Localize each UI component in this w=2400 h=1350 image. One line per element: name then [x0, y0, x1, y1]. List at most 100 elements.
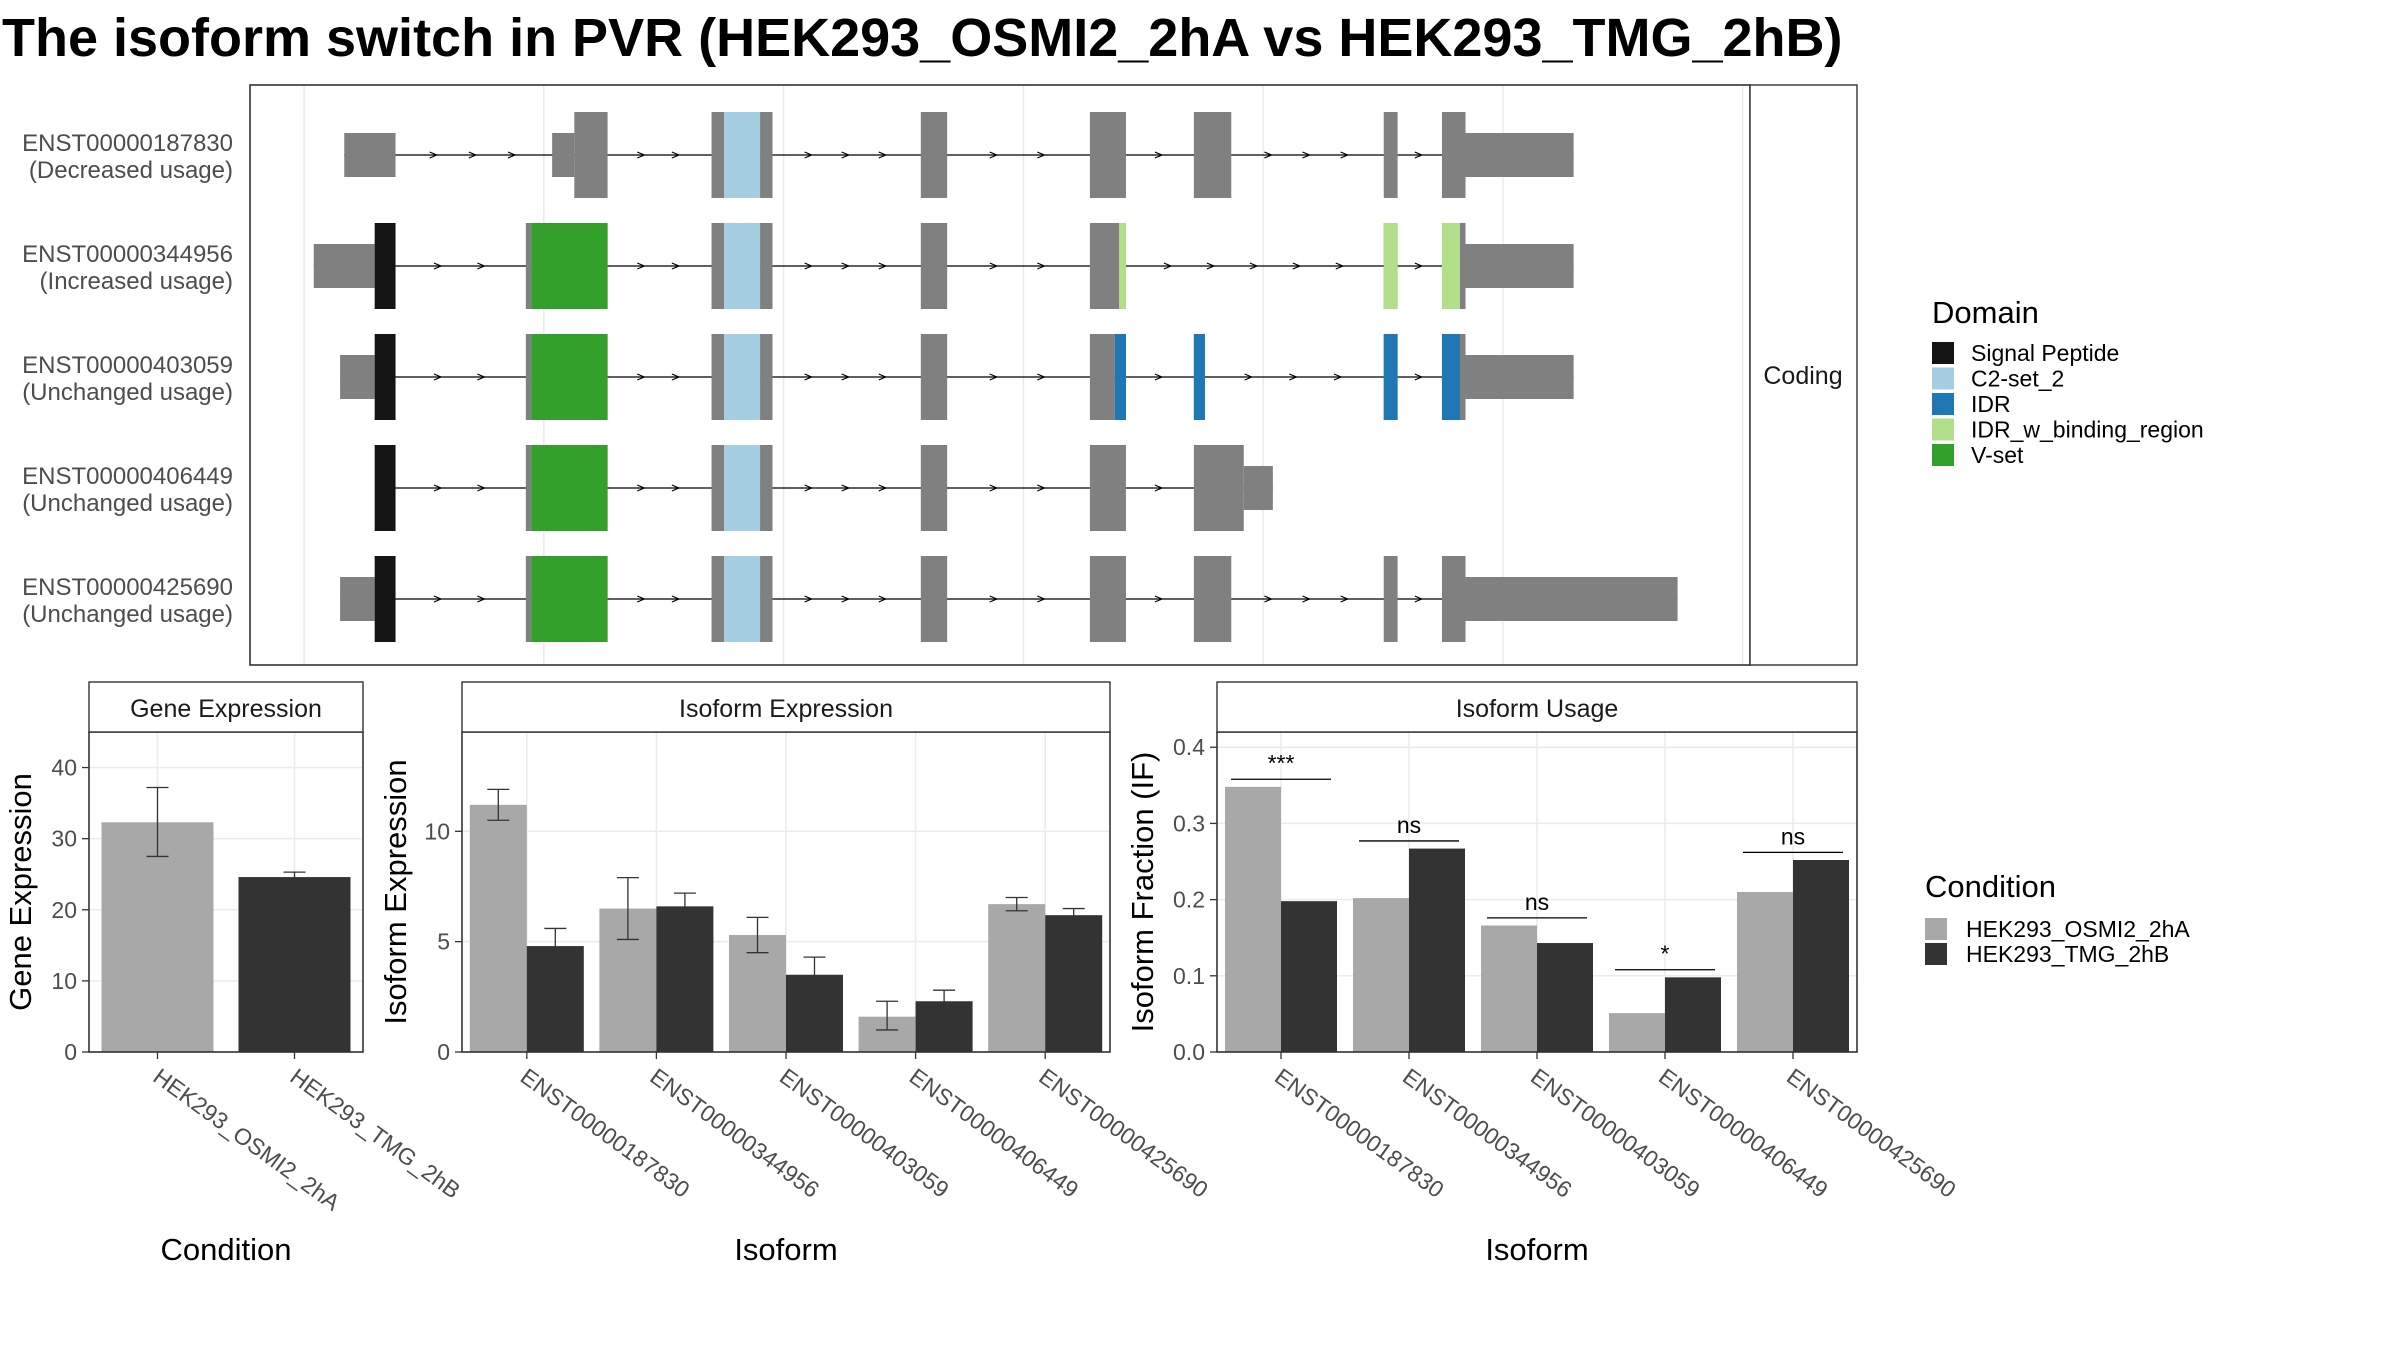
intron-arrow — [671, 373, 681, 381]
significance-label: *** — [1268, 750, 1295, 776]
exon-cds — [920, 445, 948, 531]
y-tick-label: 5 — [437, 929, 450, 955]
intron-arrow — [989, 595, 999, 603]
intron-arrow — [477, 262, 486, 270]
intron-arrow — [1206, 262, 1216, 270]
transcript-row-ENST00000425690 — [340, 556, 1678, 642]
exon-cds — [1459, 223, 1466, 309]
exon-cds — [920, 334, 948, 420]
transcript-usage-label: (Increased usage) — [40, 268, 233, 295]
chart-title: Gene Expression — [130, 695, 322, 723]
exon-cds — [760, 112, 773, 198]
transcript-usage-label: (Decreased usage) — [29, 157, 233, 184]
intron-arrow — [878, 595, 888, 603]
intron-arrow — [989, 151, 999, 159]
intron-arrow — [804, 373, 814, 381]
transcript-id-label: ENST00000406449 — [22, 463, 233, 490]
bar — [469, 804, 527, 1052]
condition-legend-key — [1925, 943, 1947, 965]
domain-signal-peptide — [374, 445, 396, 531]
bar — [1353, 898, 1409, 1052]
intron-arrow — [1292, 262, 1302, 270]
y-tick-label: 0.0 — [1173, 1039, 1205, 1065]
y-axis-title: Isoform Fraction (IF) — [1125, 752, 1160, 1033]
exon-cds — [711, 556, 725, 642]
intron-arrow — [878, 373, 888, 381]
domain-legend-label: IDR_w_binding_region — [1971, 417, 2204, 443]
transcript-id-label: ENST00000425690 — [22, 574, 233, 601]
domain-legend-label: C2-set_2 — [1971, 366, 2064, 392]
exon-cds — [760, 556, 773, 642]
domain-signal-peptide — [374, 223, 396, 309]
transcript-structure-panel: Coding ENST00000187830(Decreased usage)E… — [22, 84, 1858, 666]
intron-arrow — [671, 484, 681, 492]
intron-arrow — [1037, 151, 1046, 159]
intron-arrow — [878, 262, 888, 270]
transcript-usage-label: (Unchanged usage) — [22, 601, 233, 628]
intron-arrow — [1249, 262, 1259, 270]
intron-arrow — [1244, 373, 1254, 381]
bar — [526, 946, 584, 1052]
intron-arrow — [1414, 595, 1424, 603]
intron-arrow — [429, 151, 439, 159]
intron-arrow — [1264, 151, 1273, 159]
significance-label: ns — [1397, 812, 1421, 838]
intron-arrow — [1340, 151, 1350, 159]
exon-cds — [760, 445, 773, 531]
transcript-row-ENST00000406449 — [374, 445, 1273, 531]
bar — [729, 935, 786, 1052]
exon-cds — [1383, 556, 1398, 642]
chart-title-strip — [1216, 681, 1858, 733]
transcript-rows — [313, 112, 1678, 642]
transcript-labels: ENST00000187830(Decreased usage) ENST0000… — [22, 130, 233, 628]
exon-utr — [1465, 133, 1574, 177]
domain-legend-key — [1932, 418, 1954, 441]
intron-arrow — [841, 595, 851, 603]
chart-title: Isoform Expression — [679, 695, 893, 723]
domain-idr-w-binding-region — [1441, 223, 1460, 309]
bar — [1793, 860, 1849, 1052]
exon-utr — [340, 355, 375, 399]
transcript-row-ENST00000403059 — [340, 334, 1574, 420]
intron-arrow — [477, 373, 486, 381]
exon-cds — [1383, 112, 1398, 198]
exon-cds — [711, 223, 725, 309]
intron-arrow — [477, 595, 486, 603]
intron-arrow — [841, 262, 851, 270]
intron-arrow — [1163, 262, 1173, 270]
chart-title: Isoform Usage — [1456, 695, 1619, 723]
intron-arrow — [468, 151, 478, 159]
exon-utr — [1243, 466, 1273, 510]
intron-arrow — [1264, 595, 1273, 603]
intron-arrow — [637, 595, 646, 603]
x-axis-title: Condition — [161, 1232, 292, 1267]
bar — [1225, 786, 1281, 1052]
condition-legend-label: HEK293_TMG_2hB — [1966, 941, 2169, 967]
bar — [1409, 848, 1465, 1052]
domain-idr — [1193, 334, 1205, 420]
domain-legend-key — [1932, 393, 1954, 415]
y-tick-label: 30 — [51, 826, 77, 852]
intron-arrow — [433, 595, 443, 603]
bar — [1737, 892, 1793, 1052]
intron-arrow — [433, 262, 443, 270]
y-tick-label: 10 — [424, 818, 450, 844]
intron-arrow — [804, 262, 814, 270]
exon-cds — [1089, 334, 1115, 420]
y-axis-title: Isoform Expression — [378, 759, 413, 1024]
exon-cds — [574, 112, 608, 198]
y-tick-label: 0 — [437, 1039, 450, 1065]
domain-legend-title: Domain — [1932, 295, 2039, 330]
x-axis-title: Isoform — [734, 1232, 837, 1267]
exon-utr — [344, 133, 396, 177]
y-tick-label: 0.2 — [1173, 887, 1205, 913]
domain-c2-set-2 — [724, 556, 761, 642]
domain-c2-set-2 — [724, 445, 761, 531]
exon-cds — [1089, 112, 1126, 198]
domain-v-set — [531, 223, 608, 309]
structure-strip-label: Coding — [1763, 362, 1842, 390]
intron-arrow — [1340, 595, 1350, 603]
transcript-row-ENST00000344956 — [313, 223, 1574, 309]
intron-arrow — [433, 484, 443, 492]
